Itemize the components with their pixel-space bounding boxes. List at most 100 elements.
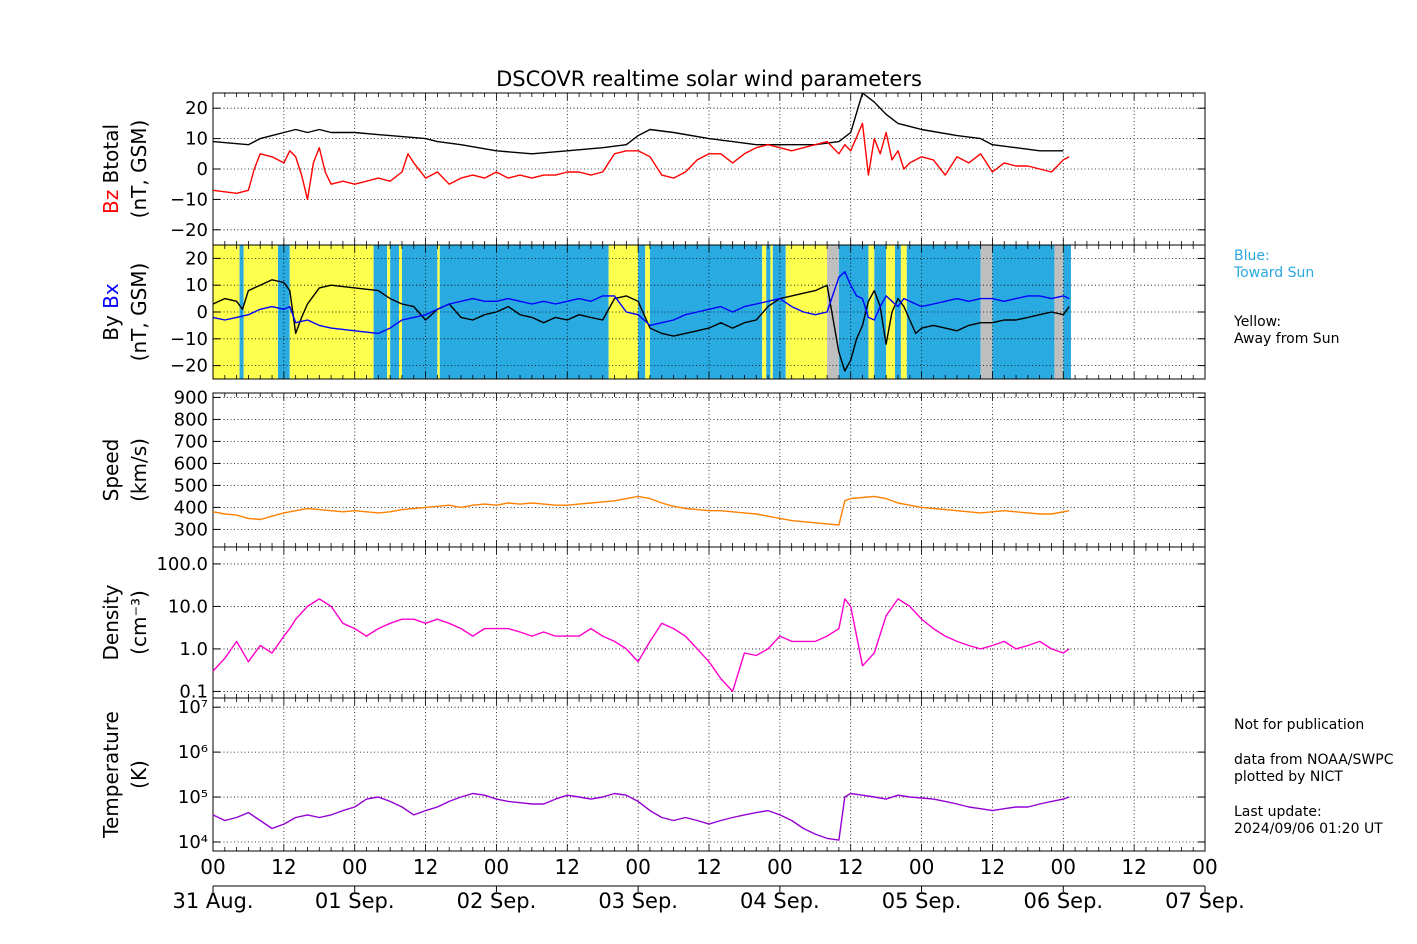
sector-band-toward (373, 245, 388, 379)
sector-band-away (770, 245, 773, 379)
x-date-label: 02 Sep. (457, 889, 537, 913)
x-hour-tick-label: 00 (200, 855, 225, 879)
not-for-publication-note: Not for publication (1234, 717, 1365, 733)
x-date-label: 03 Sep. (598, 889, 678, 913)
legend-yellow-desc: Away from Sun (1234, 331, 1340, 347)
y-axis-units: (cm⁻³) (127, 590, 151, 655)
x-hour-tick-label: 12 (980, 855, 1005, 879)
y-tick-label: 20 (185, 98, 208, 119)
sector-band-away (762, 245, 767, 379)
sector-band-away (886, 245, 895, 379)
x-hour-tick-label: 12 (413, 855, 438, 879)
sector-band-toward (874, 245, 887, 379)
time-axis: 00 12 00 12 00 12 00 12 00 12 00 12 00 12 00 31 Aug. 01 … (172, 855, 1244, 913)
x-date-label: 05 Sep. (882, 889, 962, 913)
series-line-density (212, 598, 1070, 693)
y-axis-label-part: Temperature (99, 711, 123, 839)
x-hour-tick-label: 00 (1051, 855, 1076, 879)
data-source-note: data from NOAA/SWPC (1234, 752, 1394, 768)
sector-band-away (243, 245, 278, 379)
y-tick-label: 500 (174, 475, 208, 496)
panel-frame (212, 546, 1206, 699)
plotted-by-note: plotted by NICT (1234, 769, 1343, 785)
x-hour-tick-label: 12 (271, 855, 296, 879)
y-axis-label: Speed (99, 439, 123, 502)
y-axis-label: Density (99, 584, 123, 660)
y-tick-label: 0 (197, 302, 208, 323)
panel-by_bx: 20 10 0 −10 −20 By Bx (nT, GSM) (99, 244, 1206, 380)
y-tick-label: 800 (174, 409, 208, 430)
series-line-btotal (212, 92, 1064, 155)
sector-band-away (900, 245, 907, 379)
sector-band-toward (772, 245, 786, 379)
legend-blue-desc: Toward Sun (1234, 265, 1315, 281)
sector-band-toward (992, 245, 1055, 379)
sector-band-gap (1054, 245, 1064, 379)
y-tick-label: 10 (185, 129, 208, 150)
x-hour-tick-label: 00 (767, 855, 792, 879)
x-hour-tick-label: 00 (625, 855, 650, 879)
y-axis-label-part: Speed (99, 439, 123, 502)
last-update-value: 2024/09/06 01:20 UT (1234, 821, 1383, 837)
series-line-speed (212, 495, 1070, 526)
series-line-bx (212, 271, 1070, 335)
y-axis-label-part: Bz (99, 190, 123, 214)
y-axis-label: By Bx (99, 283, 123, 341)
sector-band-toward (895, 245, 901, 379)
x-hour-tick-label: 00 (909, 855, 934, 879)
y-tick-label: −20 (170, 220, 208, 241)
x-hour-tick-label: 12 (838, 855, 863, 879)
y-tick-label: 10⁴ (178, 832, 208, 853)
x-hour-tick-label: 12 (555, 855, 580, 879)
chart-title: DSCOVR realtime solar wind parameters (496, 67, 922, 91)
y-axis-units: (km/s) (127, 438, 151, 502)
y-tick-label: 300 (174, 519, 208, 540)
sector-band-away (437, 245, 440, 379)
y-tick-label: 10⁵ (178, 787, 208, 808)
series-line-temperature (212, 792, 1070, 841)
panel-frame (212, 92, 1206, 246)
y-tick-label: 600 (174, 453, 208, 474)
y-axis-label: Bz Btotal (99, 124, 123, 214)
y-tick-label: 0 (197, 159, 208, 180)
y-axis-label: Temperature (99, 711, 123, 839)
y-tick-label: 10.0 (168, 596, 208, 617)
sector-band-toward (439, 245, 609, 379)
series-line-by (212, 279, 1070, 372)
y-axis-units: (nT, GSM) (127, 120, 151, 219)
sector-band-toward (766, 245, 771, 379)
panel-density: 100.0 10.0 1.0 0.1 Density (cm⁻³) (99, 546, 1206, 702)
sector-band-toward (390, 245, 399, 379)
y-tick-label: 10 (185, 275, 208, 296)
y-axis-label-part: Density (99, 584, 123, 660)
y-tick-label: −20 (170, 356, 208, 377)
y-axis-label-part: Btotal (99, 124, 123, 190)
y-tick-label: 20 (185, 248, 208, 269)
x-date-label: 07 Sep. (1165, 889, 1245, 913)
y-tick-label: −10 (170, 189, 208, 210)
x-date-label: 01 Sep. (315, 889, 395, 913)
x-hour-tick-label: 12 (696, 855, 721, 879)
x-date-label: 06 Sep. (1023, 889, 1103, 913)
x-hour-tick-label: 00 (342, 855, 367, 879)
y-tick-label: 400 (174, 497, 208, 518)
x-hour-tick-label: 00 (1192, 855, 1217, 879)
y-axis-label-part: Bx (99, 283, 123, 315)
y-tick-label: 900 (174, 387, 208, 408)
y-tick-label: 10⁶ (178, 742, 208, 763)
y-tick-label: 100.0 (156, 554, 208, 575)
sector-band-toward (906, 245, 981, 379)
legend-yellow-title: Yellow: (1234, 314, 1282, 330)
y-tick-label: 1.0 (179, 639, 208, 660)
y-tick-label: 0.1 (179, 681, 208, 702)
last-update-label: Last update: (1234, 804, 1322, 820)
sector-band-away (399, 245, 402, 379)
x-hour-tick-label: 12 (1121, 855, 1146, 879)
sector-band-toward (638, 245, 646, 379)
x-date-label: 04 Sep. (740, 889, 820, 913)
y-axis-units: (nT, GSM) (127, 263, 151, 362)
sector-band-away (289, 245, 374, 379)
